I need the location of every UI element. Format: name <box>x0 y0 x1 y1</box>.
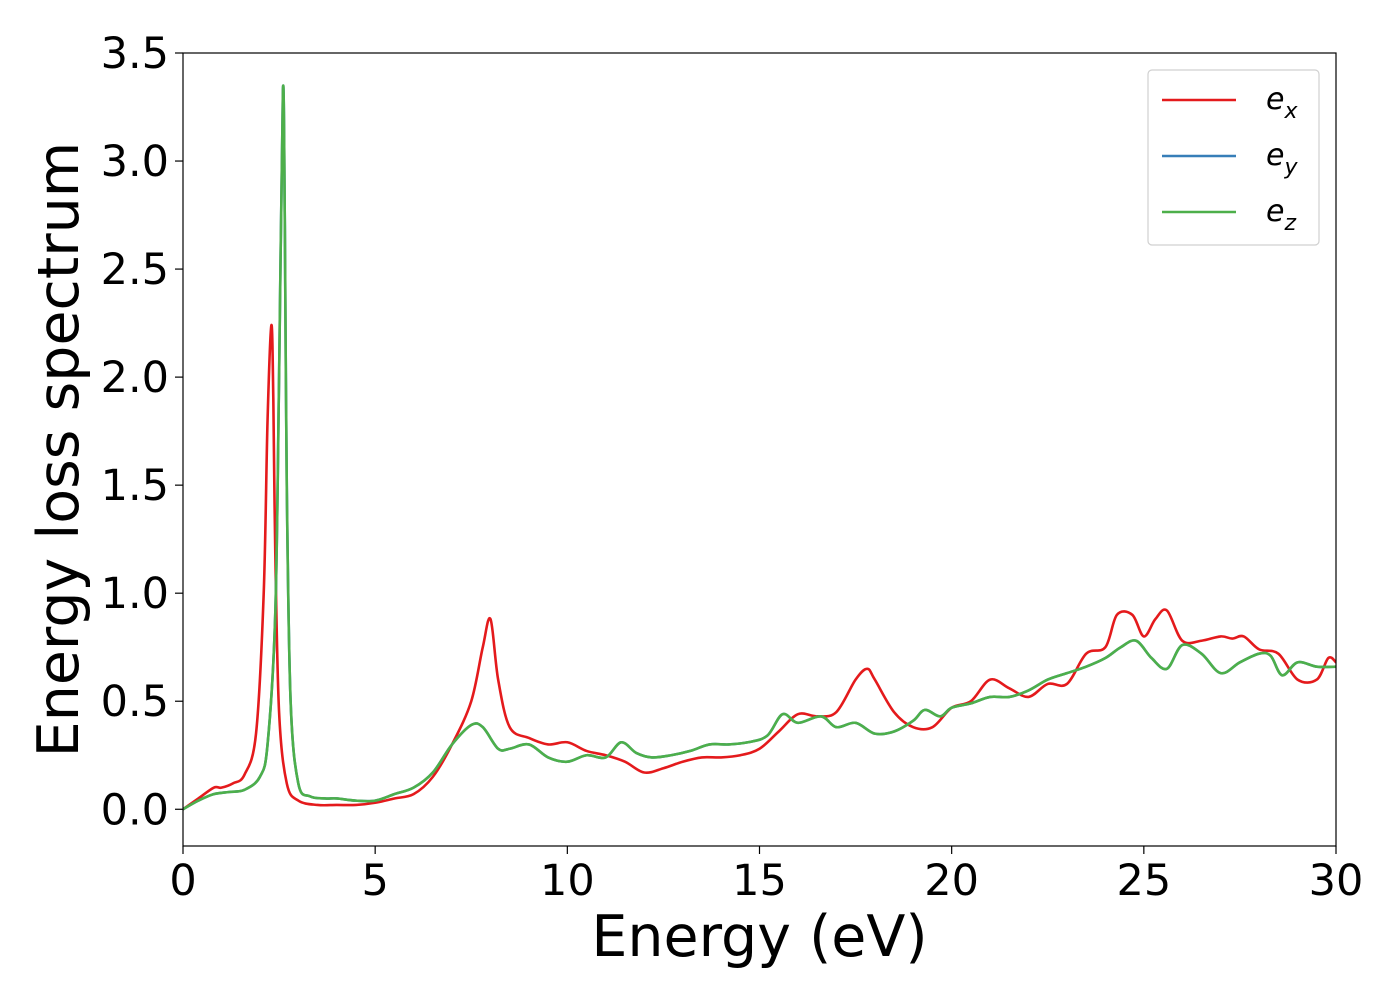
series-lines <box>183 84 1336 811</box>
y-tick-label: 3.0 <box>101 137 169 187</box>
x-tick-label: 0 <box>169 856 196 906</box>
x-tick-label: 5 <box>361 856 388 906</box>
x-tick-label: 10 <box>540 856 595 906</box>
y-tick-label: 2.5 <box>101 245 169 295</box>
legend-label: ex <box>1266 82 1298 124</box>
y-tick-label: 1.5 <box>101 461 169 511</box>
x-axis-ticks: 0 5 10 15 20 25 30 <box>169 846 1363 906</box>
legend-label: ey <box>1266 138 1298 180</box>
x-tick-label: 20 <box>924 856 979 906</box>
series-line-e-z <box>183 84 1336 811</box>
x-tick-label: 15 <box>732 856 787 906</box>
legend: ex ey ez <box>1147 69 1320 246</box>
y-tick-label: 3.5 <box>101 29 169 79</box>
y-tick-label: 1.0 <box>101 569 169 619</box>
x-tick-label: 30 <box>1309 856 1364 906</box>
y-tick-label: 0.5 <box>101 677 169 727</box>
legend-label: ez <box>1266 194 1296 236</box>
legend-box <box>1147 69 1320 246</box>
y-tick-label: 0.0 <box>101 785 169 835</box>
y-axis-ticks: 0.0 0.5 1.0 1.5 2.0 2.5 3.0 3.5 <box>101 29 183 835</box>
x-tick-label: 25 <box>1116 856 1171 906</box>
x-axis-title: Energy (eV) <box>591 904 927 970</box>
series-line-e-x <box>183 323 1336 811</box>
y-axis-title: Energy loss spectrum <box>26 142 92 758</box>
y-tick-label: 2.0 <box>101 353 169 403</box>
